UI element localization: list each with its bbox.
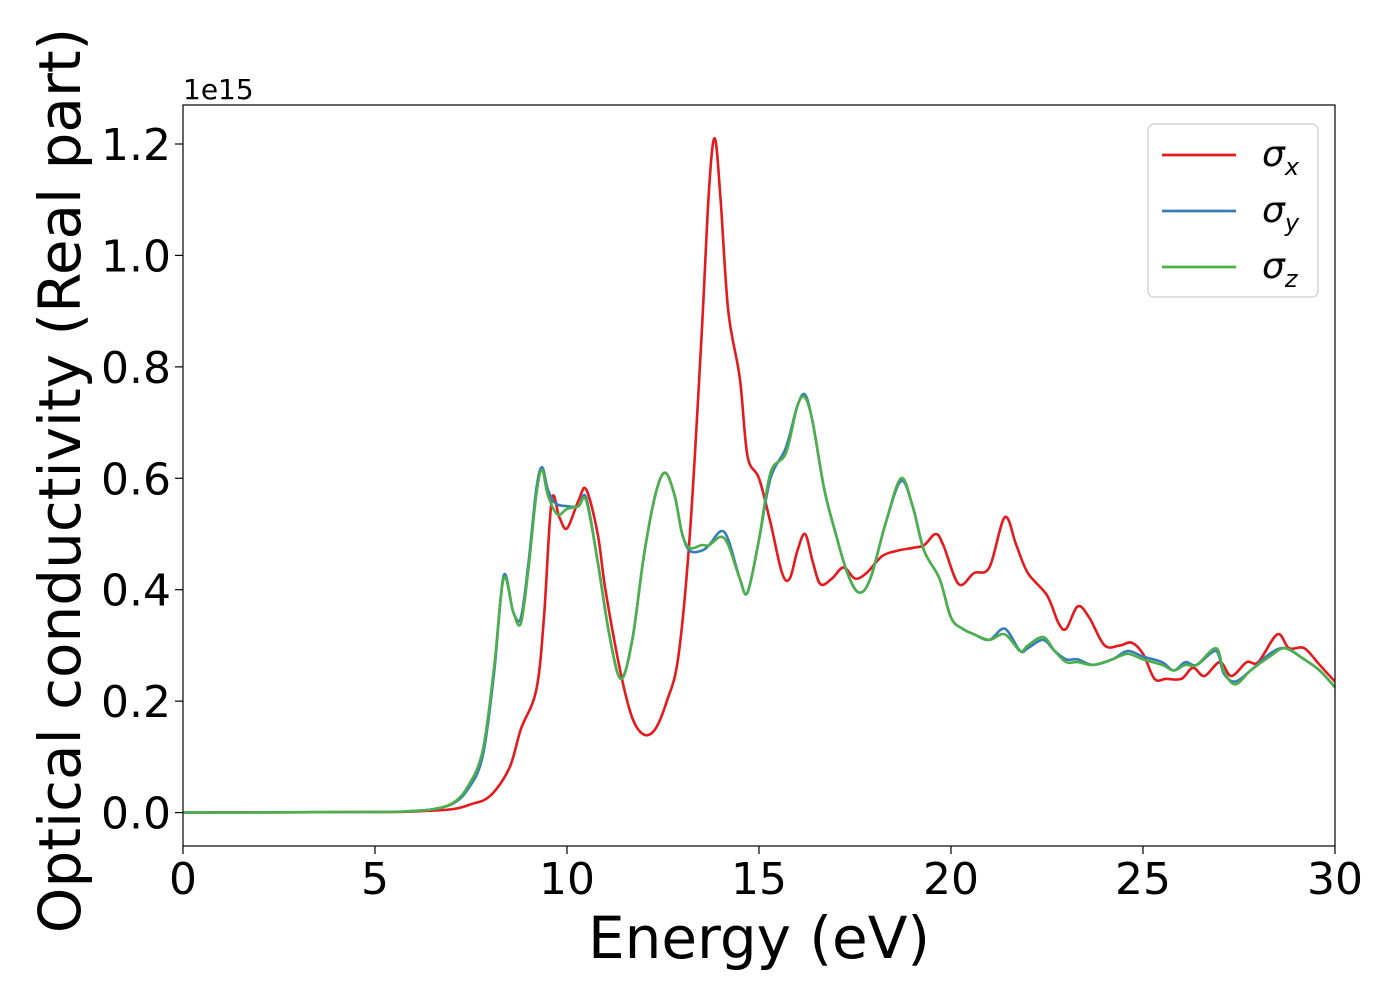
y-tick-label: 0.0 — [101, 789, 171, 840]
x-tick-label: 20 — [923, 854, 979, 905]
y-offset-label: 1e15 — [183, 73, 254, 106]
x-axis-label: Energy (eV) — [588, 904, 930, 972]
x-tick-label: 10 — [539, 854, 595, 905]
legend-label-z: σz — [1262, 246, 1299, 293]
y-axis-ticks: 0.0 0.2 0.4 0.6 0.8 1.0 1.2 — [101, 120, 183, 840]
legend-label-y: σy — [1262, 190, 1300, 237]
x-tick-label: 15 — [731, 854, 787, 905]
series-line-x — [183, 137, 1335, 814]
legend-subscript: x — [1284, 153, 1300, 181]
y-tick-label: 1.2 — [101, 120, 171, 171]
legend-subscript: z — [1284, 265, 1299, 293]
x-axis-ticks: 0 5 10 15 20 25 30 — [169, 846, 1363, 905]
legend-symbol: σ — [1262, 246, 1286, 287]
y-tick-label: 0.4 — [101, 566, 171, 617]
x-tick-label: 25 — [1115, 854, 1171, 905]
y-tick-label: 0.6 — [101, 454, 171, 505]
x-tick-label: 30 — [1307, 854, 1363, 905]
y-axis-label: Optical conductivity (Real part) — [26, 28, 94, 933]
legend-symbol: σ — [1262, 190, 1286, 231]
y-tick-label: 1.0 — [101, 231, 171, 282]
y-tick-label: 0.2 — [101, 677, 171, 728]
y-tick-label: 0.8 — [101, 343, 171, 394]
x-tick-label: 5 — [361, 854, 389, 905]
series-layer — [183, 137, 1335, 814]
legend-label-x: σx — [1262, 134, 1300, 181]
legend-symbol: σ — [1262, 134, 1286, 175]
legend-subscript: y — [1284, 209, 1300, 237]
x-tick-label: 0 — [169, 854, 197, 905]
series-line-z — [183, 395, 1335, 814]
